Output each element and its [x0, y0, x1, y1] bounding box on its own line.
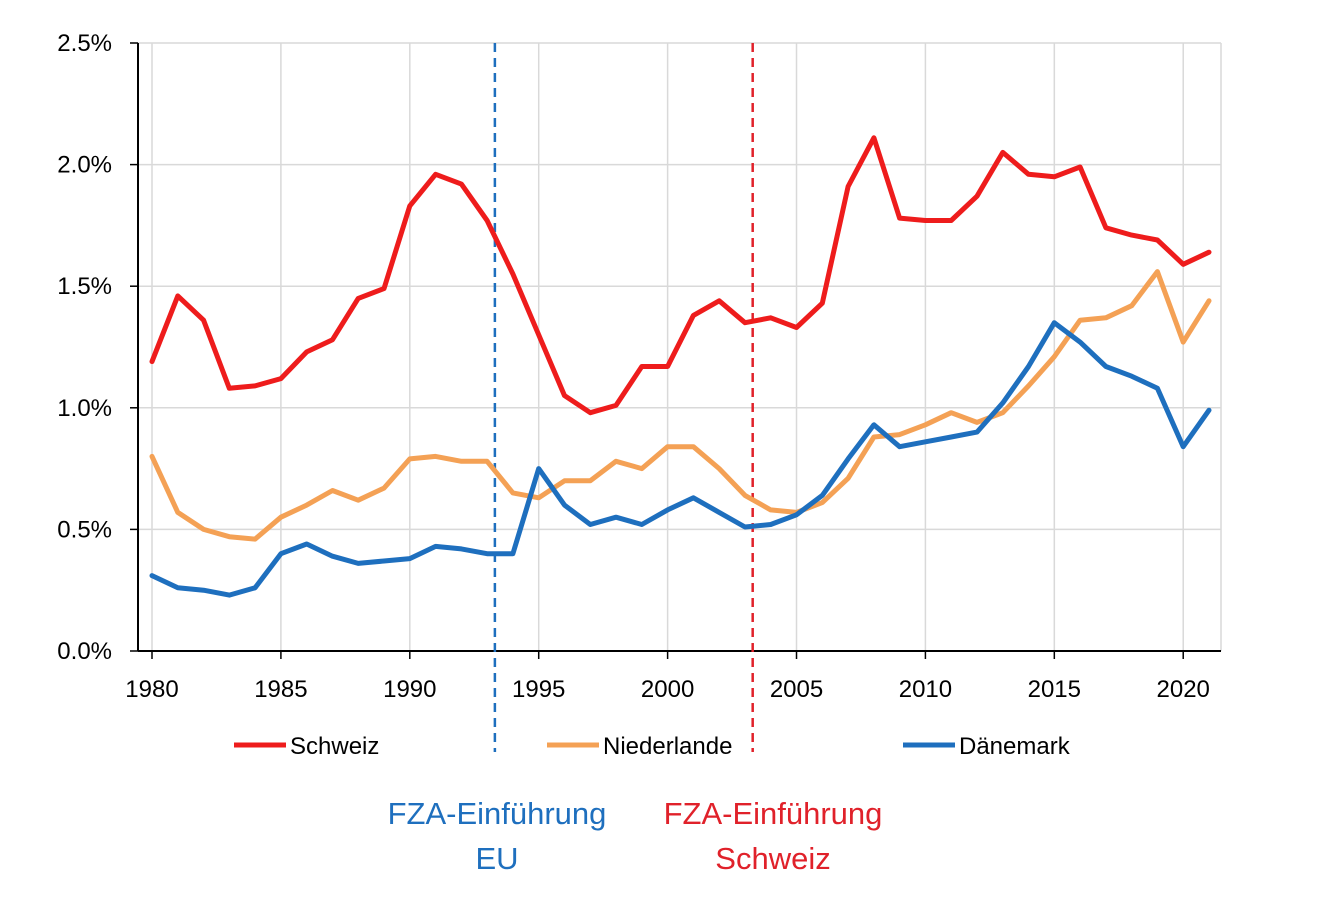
event-label-line2: EU [475, 841, 518, 876]
grid-lines [138, 42, 1222, 651]
event-annotations: FZA-Einführung EU FZA-Einführung Schweiz [388, 796, 883, 876]
x-tick-label: 2020 [1157, 676, 1210, 703]
series-lines [149, 135, 1212, 598]
event-label-line2: Schweiz [715, 841, 830, 876]
event-label-line1: FZA-Einführung [664, 796, 883, 831]
legend: Schweiz Niederlande Dänemark [234, 733, 1071, 760]
legend-label: Dänemark [959, 733, 1071, 760]
x-tick-label: 1990 [383, 676, 436, 703]
y-tick-label: 0.0% [57, 638, 112, 665]
y-tick-label: 2.5% [57, 30, 112, 57]
x-tick-label: 1995 [512, 676, 565, 703]
series-line-niederlande [149, 269, 1212, 542]
x-tick-label: 1980 [125, 676, 178, 703]
axes [130, 42, 1221, 659]
y-tick-labels: 0.0% 0.5% 1.0% 1.5% 2.0% 2.5% [57, 30, 112, 665]
event-label-line1: FZA-Einführung [388, 796, 607, 831]
y-tick-label: 1.5% [57, 273, 112, 300]
x-tick-label: 2005 [770, 676, 823, 703]
legend-label: Niederlande [603, 733, 732, 760]
y-tick-label: 1.0% [57, 395, 112, 422]
x-tick-label: 2010 [899, 676, 952, 703]
x-tick-label: 2015 [1028, 676, 1081, 703]
x-tick-labels: 1980 1985 1990 1995 2000 2005 2010 2015 2020 [125, 676, 1210, 703]
y-tick-label: 2.0% [57, 152, 112, 179]
series-line-schweiz [149, 135, 1212, 416]
event-lines [493, 43, 754, 752]
series-line-dänemark [149, 320, 1212, 598]
legend-label: Schweiz [290, 733, 379, 760]
y-tick-label: 0.5% [57, 516, 112, 543]
x-tick-label: 2000 [641, 676, 694, 703]
x-tick-label: 1985 [254, 676, 307, 703]
